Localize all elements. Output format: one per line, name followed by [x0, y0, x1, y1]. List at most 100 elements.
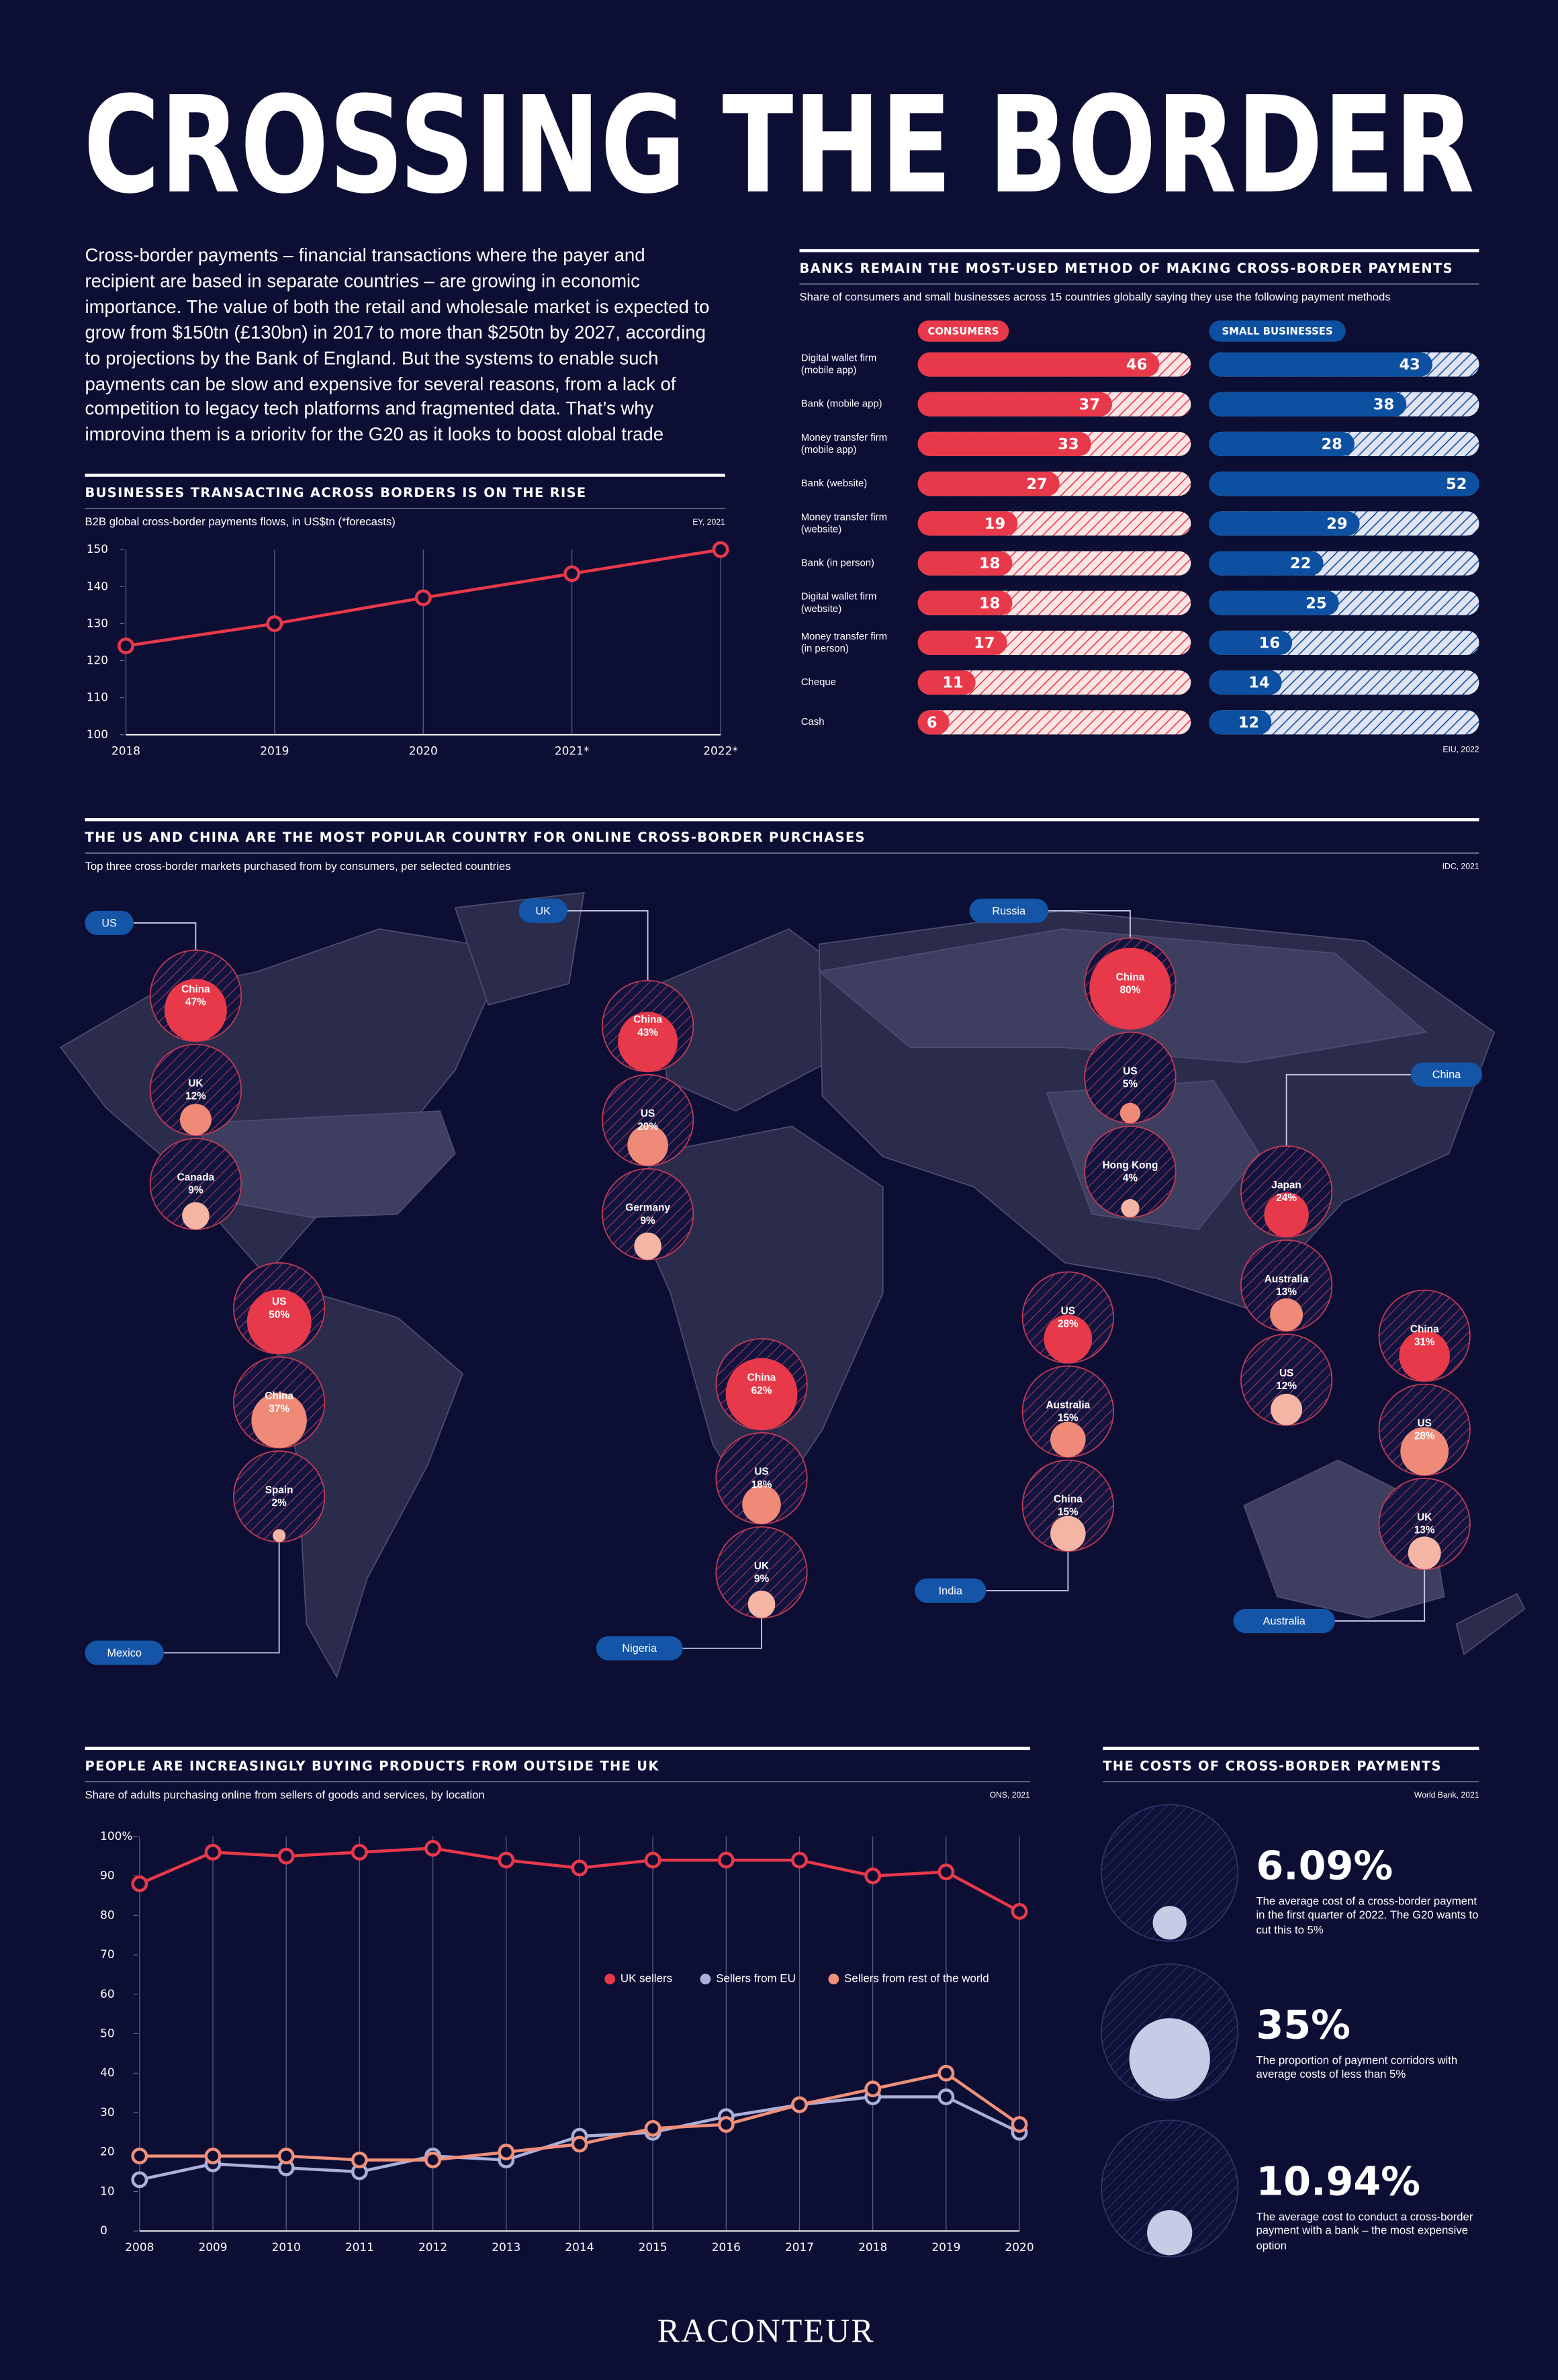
bubble-value: 20%	[637, 1121, 658, 1133]
bubble	[1089, 947, 1171, 1030]
bar	[917, 630, 1007, 655]
bar-value: 33	[1058, 436, 1079, 453]
chart-subtitle: B2B global cross-border payments flows, …	[85, 515, 396, 528]
bubble-value: 24%	[1276, 1192, 1297, 1204]
y-tick-label: 60	[100, 1987, 115, 2000]
x-tick-label: 2013	[492, 2240, 520, 2254]
market-label: Australia	[1046, 1399, 1090, 1411]
section-title: BANKS REMAIN THE MOST-USED METHOD OF MAK…	[799, 261, 1453, 276]
chart-subtitle: Share of consumers and small businesses …	[799, 291, 1390, 304]
market-label: Germany	[625, 1202, 670, 1214]
country-label: Nigeria	[622, 1642, 657, 1655]
y-tick-label: 50	[100, 2027, 115, 2040]
country-label: India	[939, 1585, 963, 1597]
bar	[917, 431, 1091, 457]
data-point	[204, 1843, 222, 1861]
bubble	[1147, 2210, 1193, 2256]
bar-value: 43	[1399, 356, 1420, 373]
bubble-outline	[232, 1450, 326, 1543]
bubble-outline	[1101, 2119, 1239, 2258]
y-tick-label: 110	[87, 691, 108, 704]
market-label: UK	[188, 1077, 203, 1089]
bubble	[634, 1232, 661, 1260]
bar-track	[917, 670, 1191, 695]
section-title: THE COSTS OF CROSS-BORDER PAYMENTS	[1103, 1758, 1442, 1773]
bar	[1209, 392, 1407, 416]
bar	[917, 511, 1018, 536]
bubble-value: 9%	[640, 1215, 655, 1227]
description: The proportion of payment corridors with…	[1256, 2053, 1458, 2082]
connector	[133, 922, 197, 951]
bar	[1209, 670, 1282, 695]
bubble	[182, 1202, 210, 1230]
bubble	[627, 1125, 668, 1166]
data-point	[351, 2152, 368, 2168]
data-point	[414, 589, 432, 607]
country-pill	[596, 1636, 683, 1661]
bubble-value: 43%	[637, 1027, 658, 1039]
data-point	[937, 2064, 955, 2082]
data-point	[563, 565, 581, 582]
bar	[917, 670, 976, 695]
x-tick-label: 2021*	[555, 744, 590, 758]
bubble-outline	[1101, 1804, 1239, 1942]
bar-value: 22	[1290, 555, 1311, 572]
market-label: China	[1054, 1493, 1083, 1505]
bubble	[179, 1104, 212, 1136]
data-point	[266, 615, 283, 632]
market-label: Spain	[265, 1485, 293, 1496]
bubble-outline	[1021, 1365, 1115, 1458]
connector	[163, 1542, 280, 1654]
x-tick-label: 2009	[198, 2240, 227, 2254]
data-point	[717, 1851, 735, 1869]
chart-subtitle: Top three cross-border markets purchased…	[85, 860, 511, 873]
bubble-outline	[1240, 1145, 1333, 1238]
bubble-value: 80%	[1120, 985, 1141, 996]
footer-logo: RACONTEUR	[657, 2312, 875, 2349]
legend-label: CONSUMERS	[927, 325, 999, 337]
bubble-value: 28%	[1058, 1318, 1079, 1329]
legend-pill	[1209, 320, 1346, 342]
legend-label: Sellers from rest of the world	[844, 1972, 989, 1985]
bubble	[251, 1393, 307, 1448]
legend-swatch	[700, 1974, 711, 1985]
bubble-value: 13%	[1414, 1525, 1435, 1536]
bar	[1209, 551, 1324, 576]
section-title: BUSINESSES TRANSACTING ACROSS BORDERS IS…	[85, 485, 587, 500]
data-point	[937, 2088, 955, 2105]
section-title: PEOPLE ARE INCREASINGLY BUYING PRODUCTS …	[85, 1758, 659, 1773]
category-label: Money transfer firm (website)	[801, 512, 890, 535]
data-point	[644, 2120, 661, 2137]
page-title: CROSSING THE BORDER	[83, 67, 1475, 223]
y-tick-label: 20	[100, 2145, 115, 2158]
text-box: The proportion of payment corridors with…	[1256, 2053, 1458, 2082]
market-label: US	[272, 1296, 286, 1308]
country-label: Australia	[1263, 1615, 1306, 1627]
market-label: US	[754, 1466, 768, 1478]
data-point	[424, 1840, 441, 1857]
country-label: US	[101, 917, 117, 929]
y-tick-label: 40	[100, 2066, 115, 2079]
bubble	[725, 1358, 798, 1430]
market-label: UK	[754, 1560, 769, 1572]
bubble	[747, 1590, 776, 1618]
data-point	[864, 1867, 882, 1884]
bar-value: 11	[942, 674, 963, 692]
x-tick-label: 2012	[418, 2240, 447, 2254]
bubble-value: 37%	[269, 1403, 289, 1415]
data-point	[864, 2080, 882, 2098]
market-label: China	[747, 1372, 776, 1384]
market-label: China	[1410, 1323, 1439, 1335]
x-tick-label: 2017	[785, 2240, 814, 2254]
chart-source: ONS, 2021	[990, 1790, 1031, 1800]
market-label: US	[1279, 1368, 1293, 1379]
bar	[917, 352, 1160, 377]
chart-source: World Bank, 2021	[1414, 1790, 1479, 1800]
bar-value: 52	[1446, 476, 1467, 493]
y-tick-label: 100%	[100, 1829, 132, 1843]
bar-value: 38	[1373, 396, 1394, 413]
country-pill	[518, 898, 567, 923]
data-point	[571, 2135, 588, 2153]
category-label: Bank (website)	[801, 478, 868, 489]
